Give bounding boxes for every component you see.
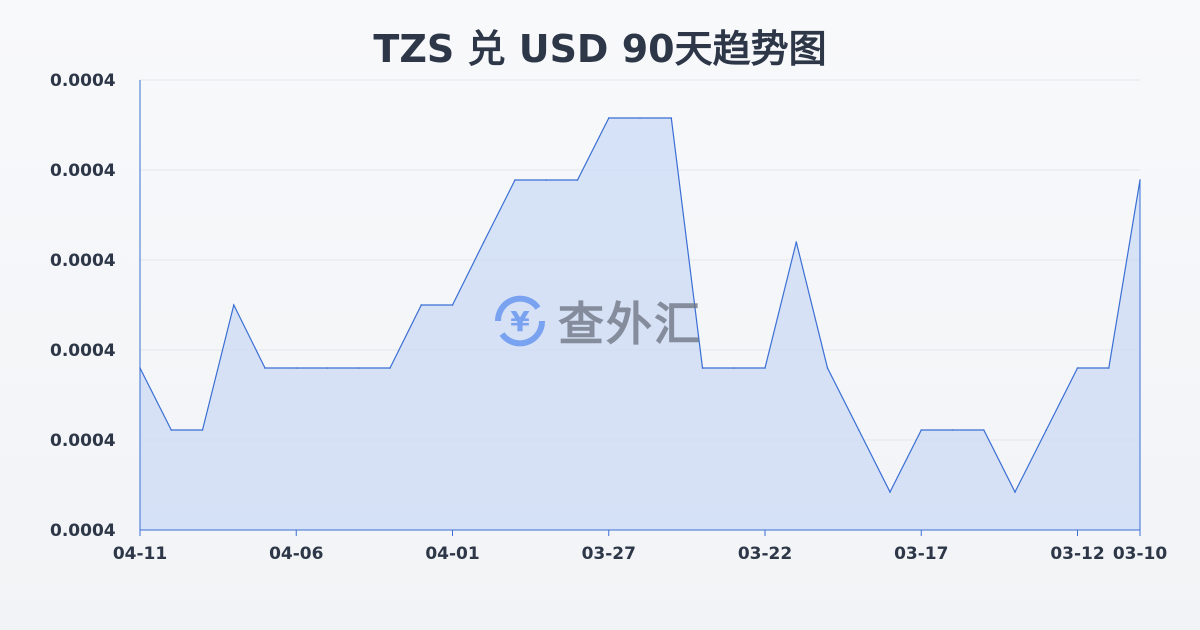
x-tick-label: 03-10 <box>1113 544 1168 564</box>
y-tick-label: 0.0004 <box>50 431 116 451</box>
data-point <box>951 429 954 431</box>
x-tick-label: 04-11 <box>113 544 167 564</box>
svg-text:¥: ¥ <box>510 305 530 338</box>
data-point <box>545 179 548 181</box>
y-tick-label: 0.0004 <box>50 521 116 541</box>
y-tick-label: 0.0004 <box>50 71 116 91</box>
x-tick-label: 03-27 <box>582 544 636 564</box>
data-point <box>357 367 360 369</box>
data-point <box>764 367 766 369</box>
data-point <box>139 367 141 369</box>
data-point <box>264 367 266 369</box>
data-point <box>889 491 891 493</box>
data-point <box>232 304 235 306</box>
data-point <box>170 429 173 431</box>
data-point <box>670 117 673 119</box>
data-point <box>1107 367 1110 369</box>
data-point <box>920 429 923 431</box>
data-point <box>1045 429 1048 431</box>
data-point <box>201 429 204 431</box>
data-point <box>795 241 798 243</box>
data-point <box>389 367 391 369</box>
x-tick-label: 04-06 <box>269 544 323 564</box>
watermark: ¥ 查外汇 <box>490 288 702 354</box>
data-point <box>576 179 579 181</box>
data-point <box>639 117 641 119</box>
watermark-text: 查外汇 <box>558 297 702 351</box>
data-point <box>326 367 329 369</box>
data-point <box>295 367 298 369</box>
data-point <box>482 241 485 243</box>
area-fill <box>140 118 1140 530</box>
data-point <box>1139 179 1141 181</box>
data-point <box>1076 367 1079 369</box>
data-point <box>732 367 735 369</box>
data-point <box>514 179 516 181</box>
data-point <box>857 429 860 431</box>
data-point <box>982 429 985 431</box>
data-point <box>701 367 704 369</box>
data-point <box>451 304 454 306</box>
y-tick-label: 0.0004 <box>50 251 116 271</box>
data-point <box>607 117 610 119</box>
data-point <box>826 367 829 369</box>
data-point <box>1014 491 1016 493</box>
data-point <box>420 304 423 306</box>
x-tick-label: 03-17 <box>894 544 948 564</box>
x-tick-label: 03-12 <box>1050 544 1104 564</box>
y-tick-label: 0.0004 <box>50 161 116 181</box>
chart-title: TZS 兑 USD 90天趋势图 <box>373 27 827 71</box>
x-tick-label: 03-22 <box>738 544 792 564</box>
x-tick-label: 04-01 <box>425 544 479 564</box>
y-tick-label: 0.0004 <box>50 341 116 361</box>
yen-exchange-icon: ¥ <box>494 295 546 347</box>
